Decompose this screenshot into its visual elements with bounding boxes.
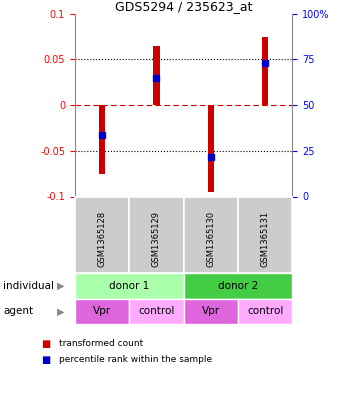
Text: ■: ■: [41, 339, 50, 349]
Text: ■: ■: [41, 354, 50, 365]
Bar: [153, 46, 160, 105]
Text: GSM1365128: GSM1365128: [98, 211, 106, 267]
Text: agent: agent: [3, 307, 34, 316]
Text: ▶: ▶: [57, 307, 65, 316]
Text: Vpr: Vpr: [93, 307, 111, 316]
Bar: [99, 105, 105, 174]
Text: control: control: [247, 307, 283, 316]
Text: transformed count: transformed count: [59, 340, 144, 348]
Title: GDS5294 / 235623_at: GDS5294 / 235623_at: [115, 0, 252, 13]
Text: individual: individual: [3, 281, 54, 291]
Text: donor 1: donor 1: [109, 281, 149, 291]
Text: GSM1365130: GSM1365130: [206, 211, 215, 267]
Bar: [207, 105, 214, 192]
Text: donor 2: donor 2: [218, 281, 258, 291]
Text: ▶: ▶: [57, 281, 65, 291]
Text: control: control: [138, 307, 174, 316]
Text: GSM1365131: GSM1365131: [261, 211, 270, 267]
Text: GSM1365129: GSM1365129: [152, 211, 161, 267]
Text: Vpr: Vpr: [202, 307, 220, 316]
Bar: [262, 37, 269, 105]
Text: percentile rank within the sample: percentile rank within the sample: [59, 355, 212, 364]
